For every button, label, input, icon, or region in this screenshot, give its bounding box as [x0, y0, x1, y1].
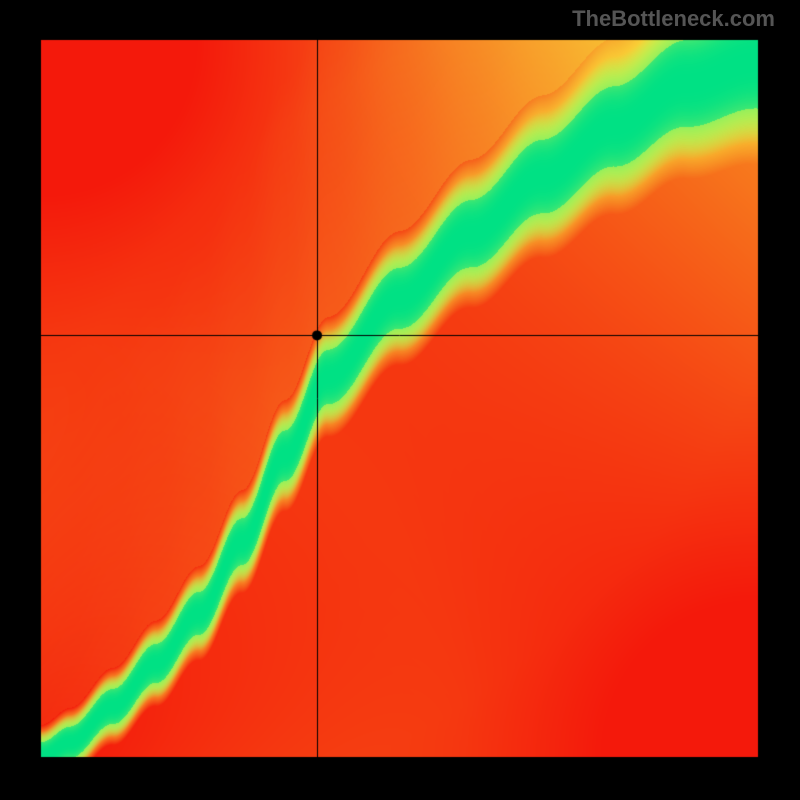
chart-container: TheBottleneck.com: [0, 0, 800, 800]
watermark-text: TheBottleneck.com: [572, 6, 775, 32]
bottleneck-heatmap: [0, 0, 800, 800]
